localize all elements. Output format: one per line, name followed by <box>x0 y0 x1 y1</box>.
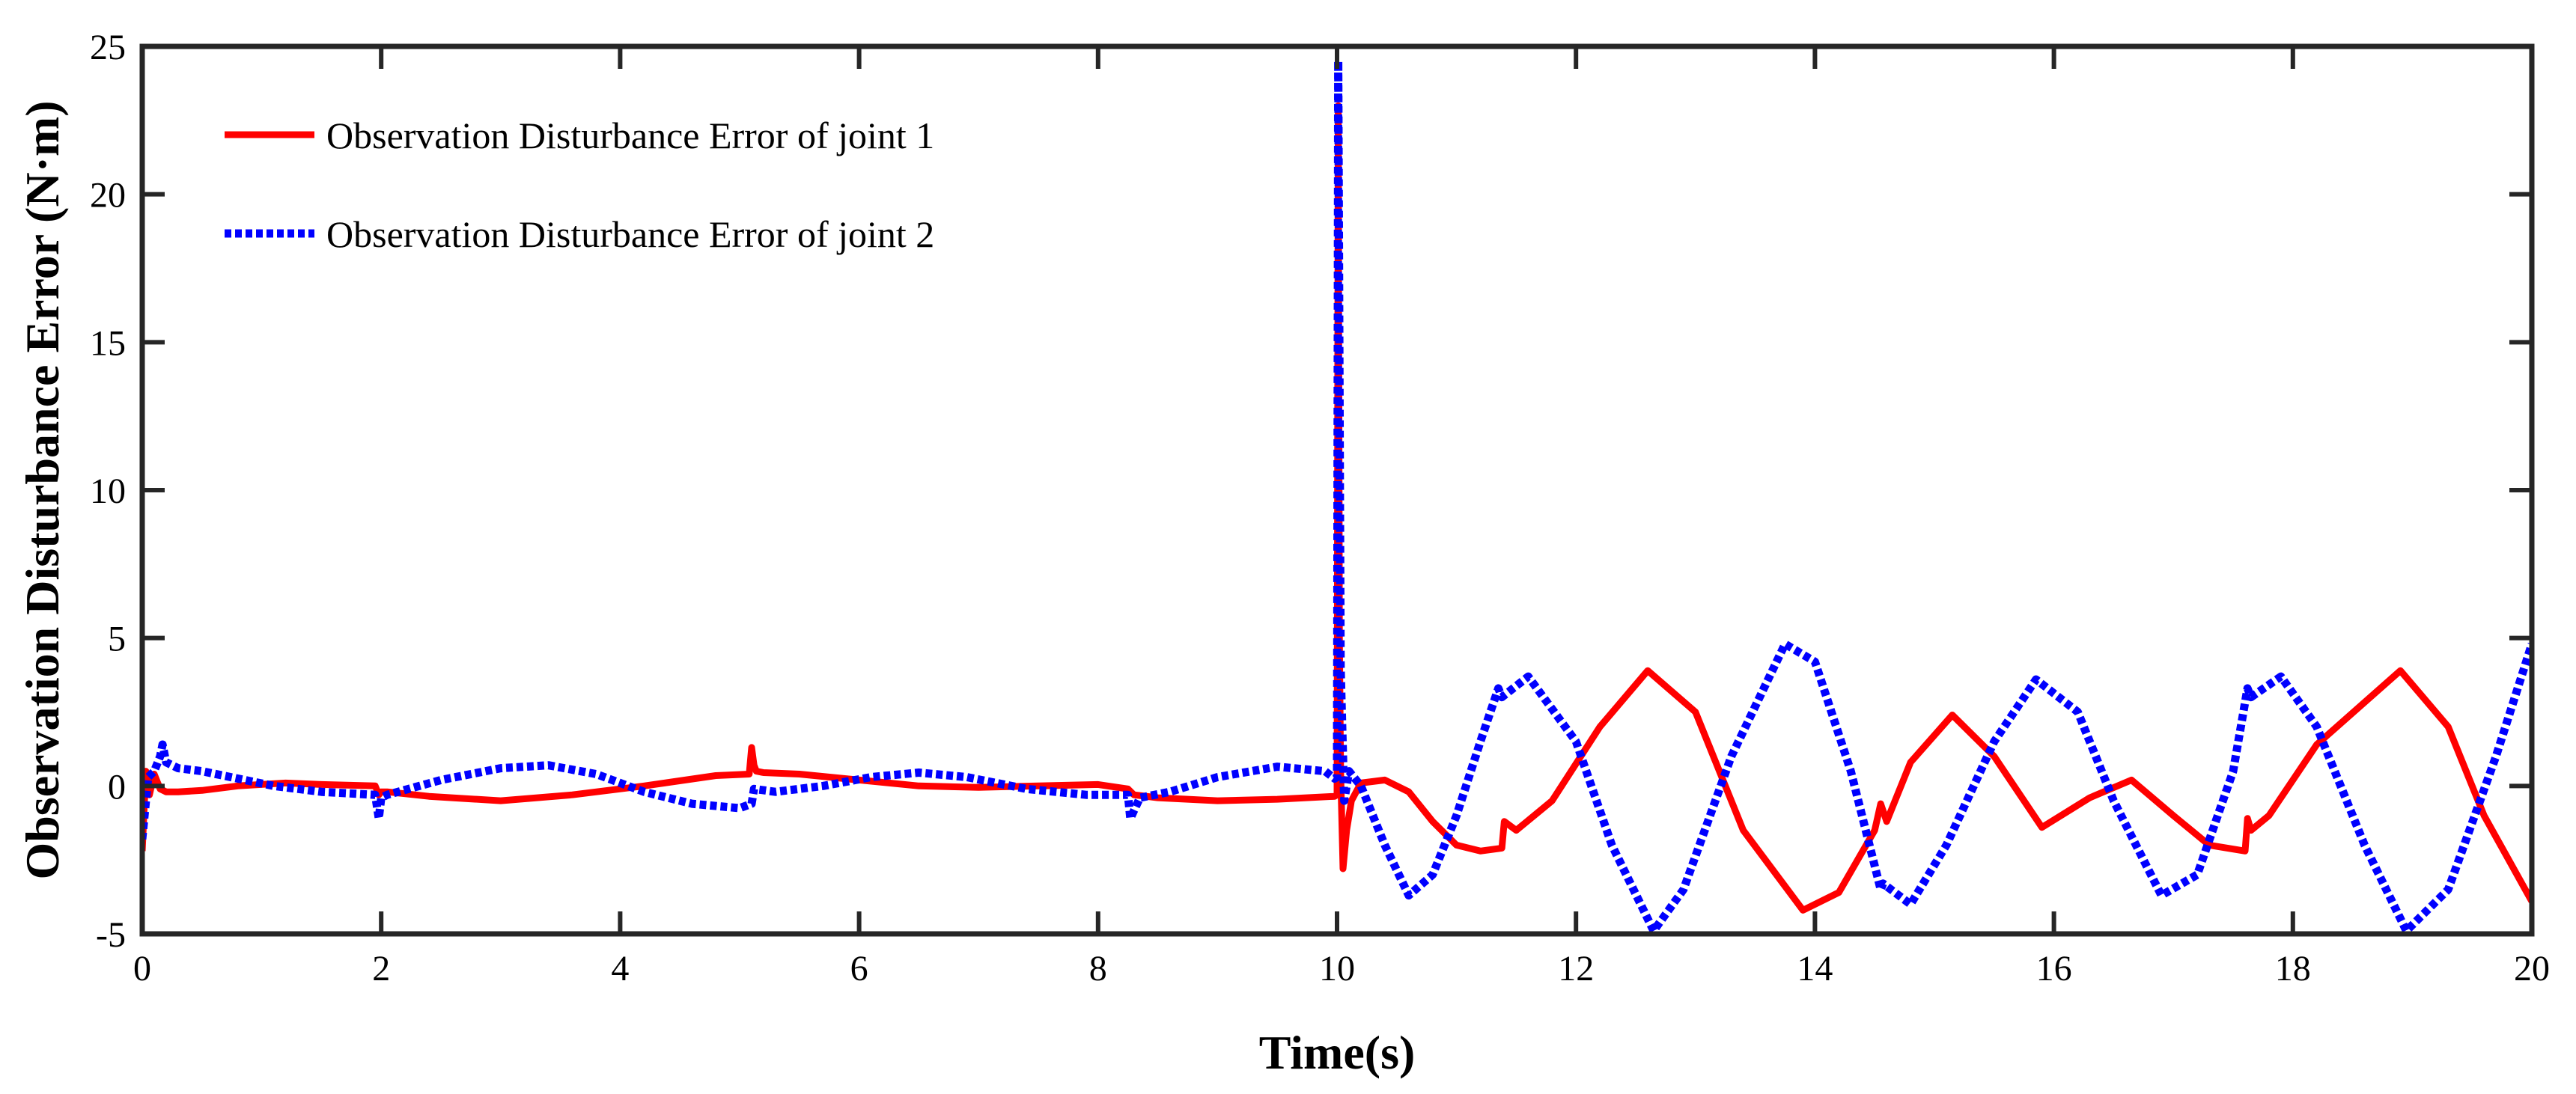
x-tick-label: 0 <box>133 949 151 988</box>
y-tick-label: 15 <box>90 323 126 363</box>
x-tick-label: 16 <box>2036 949 2072 988</box>
axis-ticks <box>140 44 2534 936</box>
x-tick-label: 14 <box>1797 949 1833 988</box>
legend: Observation Disturbance Error of joint 1… <box>225 114 934 255</box>
y-tick-label: 5 <box>108 620 126 659</box>
y-tick-label: 0 <box>108 767 126 807</box>
x-tick-label: 10 <box>1319 949 1355 988</box>
x-tick-label: 20 <box>2514 949 2550 988</box>
legend-label-joint-2: Observation Disturbance Error of joint 2 <box>326 213 934 255</box>
y-tick-label: 25 <box>90 28 126 67</box>
y-axis-title: Observation Disturbance Error (N·m) <box>16 100 69 879</box>
y-tick-label: 10 <box>90 471 126 511</box>
y-tick-label: 20 <box>90 176 126 216</box>
x-axis-title: Time(s) <box>1259 1026 1416 1079</box>
y-tick-label: -5 <box>96 915 126 955</box>
x-tick-label: 2 <box>372 949 390 988</box>
x-tick-label: 8 <box>1089 949 1107 988</box>
x-tick-label: 12 <box>1558 949 1594 988</box>
x-tick-label: 4 <box>611 949 629 988</box>
legend-label-joint-1: Observation Disturbance Error of joint 1 <box>326 114 934 156</box>
x-tick-label: 6 <box>850 949 868 988</box>
x-tick-label: 18 <box>2275 949 2311 988</box>
